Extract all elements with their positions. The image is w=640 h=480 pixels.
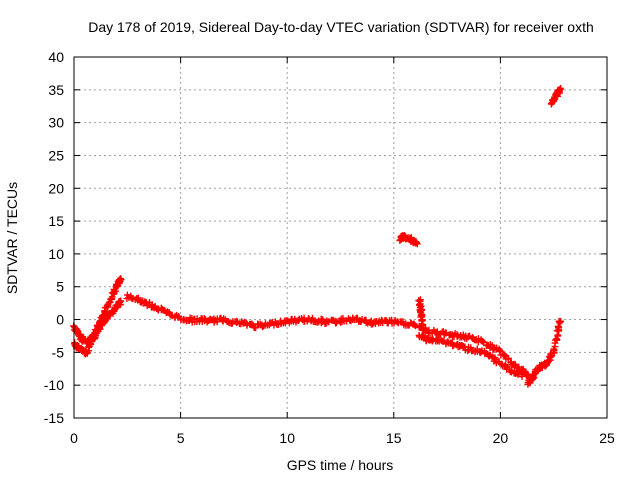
data-point (337, 319, 345, 326)
y-tick-label: 0 (56, 312, 64, 328)
y-tick-label: -10 (44, 377, 64, 393)
x-tick-label: 20 (493, 430, 509, 446)
series-segment-morning-lower (71, 297, 125, 358)
data-point (496, 346, 503, 354)
series-segment-isolated-15h (396, 232, 421, 248)
series-segment-late-recovery (524, 317, 565, 388)
series-segment-main-day (123, 291, 419, 332)
y-tick-label: 35 (48, 82, 64, 98)
data-point (116, 297, 124, 305)
data-point (411, 321, 418, 329)
axis-layer (73, 56, 608, 419)
x-tick-label: 10 (279, 430, 295, 446)
y-tick-label: 40 (48, 49, 64, 65)
plot-frame (73, 56, 608, 419)
tick-label-layer: 0 5 10 15 20 25 -15 -10 -5 0 5 10 15 20 25 30 35 40 (44, 49, 615, 446)
data-point (557, 317, 565, 325)
data-point (248, 320, 256, 328)
series-segment-16h-spike (415, 296, 427, 329)
data-point (557, 85, 565, 93)
y-tick-label: 25 (48, 147, 64, 163)
data-point (111, 287, 119, 295)
y-tick-label: 20 (48, 180, 64, 196)
x-tick-label: 15 (386, 430, 402, 446)
data-point (505, 354, 512, 362)
x-tick-label: 0 (70, 430, 78, 446)
data-point (309, 314, 316, 322)
data-point (116, 277, 124, 285)
y-tick-label: -15 (44, 410, 64, 426)
series-segment-isolated-22h (547, 84, 565, 108)
data-point (500, 352, 508, 359)
x-tick-label: 25 (599, 430, 615, 446)
y-tick-label: 5 (56, 279, 64, 295)
data-point (106, 311, 114, 319)
data-point (518, 373, 526, 380)
y-tick-label: 30 (48, 115, 64, 131)
x-axis-label: GPS time / hours (287, 457, 394, 473)
y-axis-label: SDTVAR / TECUs (4, 182, 20, 294)
data-point (555, 323, 563, 331)
chart-title: Day 178 of 2019, Sidereal Day-to-day VTE… (88, 19, 594, 35)
data-point (449, 342, 457, 350)
y-tick-label: -5 (52, 344, 65, 360)
y-tick-label: 15 (48, 213, 64, 229)
data-layer (70, 84, 565, 388)
data-point (413, 239, 420, 247)
y-tick-label: 10 (48, 246, 64, 262)
data-point (553, 336, 561, 344)
data-point (479, 337, 487, 345)
series-segment-afternoon-descent (415, 322, 532, 380)
series-segment-afternoon-lower (415, 331, 526, 380)
data-point (418, 321, 426, 329)
x-tick-label: 5 (177, 430, 185, 446)
